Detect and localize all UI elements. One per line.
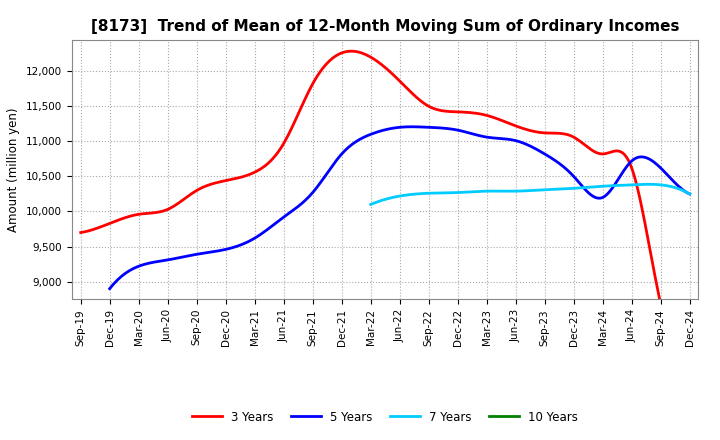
Line: 5 Years: 5 Years xyxy=(109,127,690,289)
Title: [8173]  Trend of Mean of 12-Month Moving Sum of Ordinary Incomes: [8173] Trend of Mean of 12-Month Moving … xyxy=(91,19,680,34)
3 Years xyxy=(451,109,460,114)
3 Years xyxy=(685,307,694,312)
3 Years xyxy=(441,109,449,114)
5 Years xyxy=(408,124,417,129)
3 Years xyxy=(673,344,682,349)
5 Years xyxy=(596,195,605,201)
5 Years xyxy=(685,191,694,197)
7 Years xyxy=(367,202,376,207)
3 Years xyxy=(78,230,87,235)
3 Years xyxy=(592,150,600,155)
5 Years xyxy=(633,155,642,160)
Line: 3 Years: 3 Years xyxy=(81,51,690,347)
3 Years xyxy=(631,175,639,180)
7 Years xyxy=(562,186,570,191)
3 Years xyxy=(76,230,85,235)
7 Years xyxy=(557,187,565,192)
5 Years xyxy=(105,286,114,291)
7 Years xyxy=(685,191,694,197)
Y-axis label: Amount (million yen): Amount (million yen) xyxy=(7,107,20,231)
Line: 7 Years: 7 Years xyxy=(371,184,690,205)
5 Years xyxy=(107,284,116,289)
5 Years xyxy=(462,130,471,135)
5 Years xyxy=(451,127,459,132)
7 Years xyxy=(635,182,644,187)
7 Years xyxy=(366,202,375,207)
3 Years xyxy=(347,48,356,54)
7 Years xyxy=(555,187,564,192)
3 Years xyxy=(439,108,448,114)
7 Years xyxy=(645,182,654,187)
7 Years xyxy=(657,182,665,187)
Legend: 3 Years, 5 Years, 7 Years, 10 Years: 3 Years, 5 Years, 7 Years, 10 Years xyxy=(187,406,583,428)
5 Years xyxy=(453,127,462,132)
